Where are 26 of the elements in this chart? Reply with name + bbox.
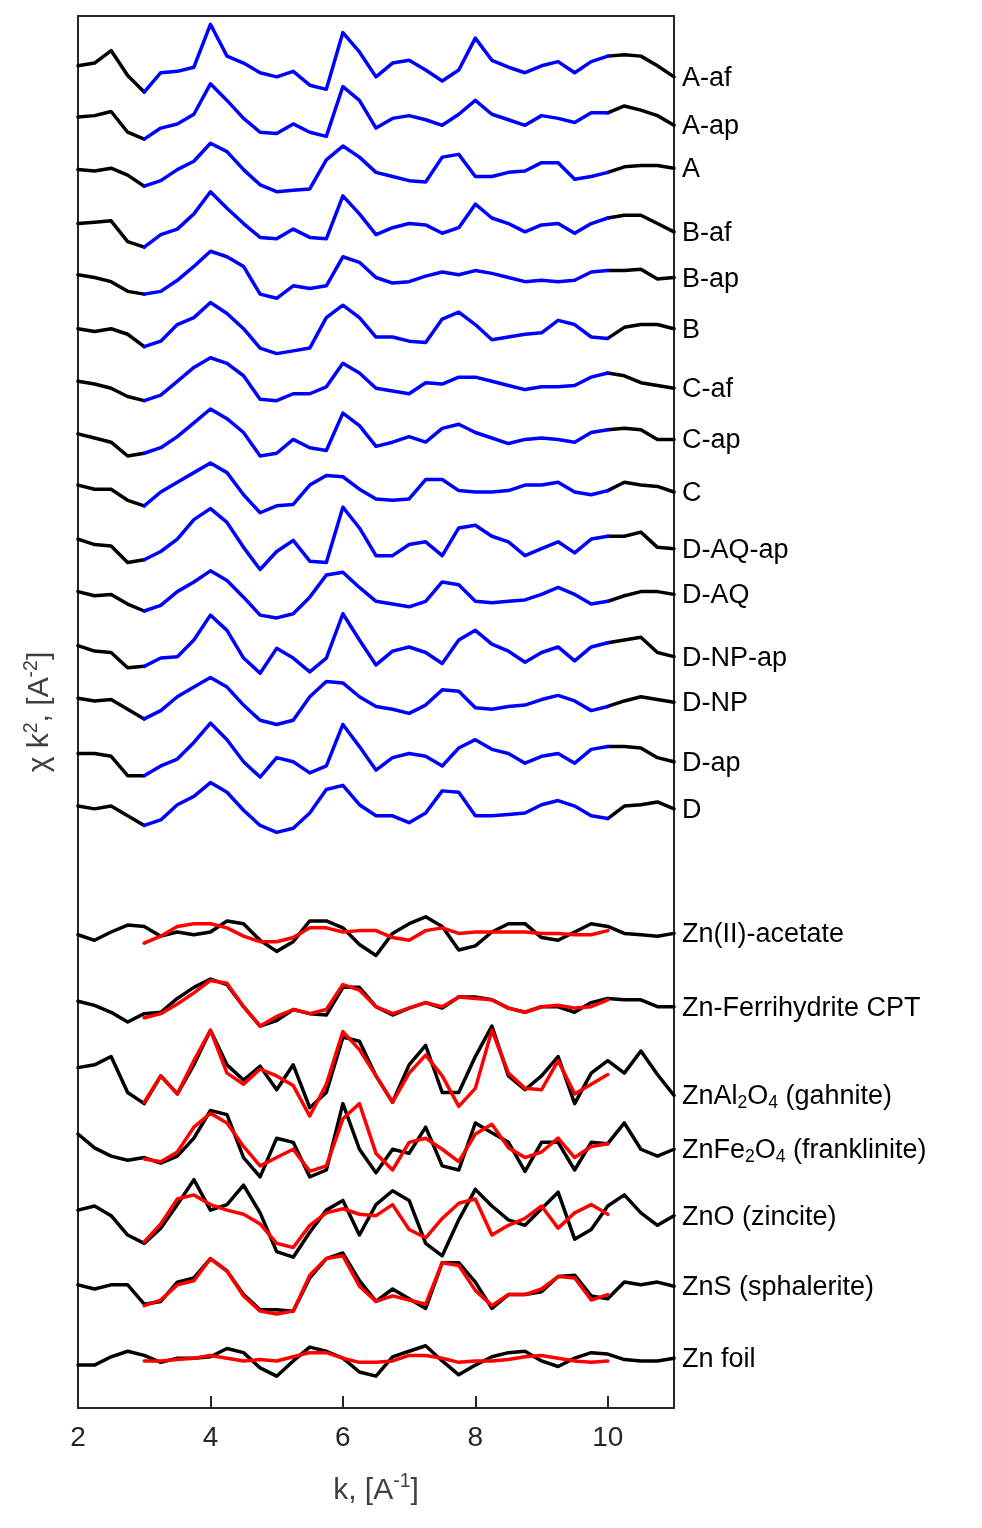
series-label: D-NP bbox=[682, 687, 748, 718]
series-label: Zn-Ferrihydrite CPT bbox=[682, 991, 921, 1022]
series-label: D-ap bbox=[682, 746, 741, 777]
series-label: ZnS (sphalerite) bbox=[682, 1271, 875, 1302]
series-label: B bbox=[682, 313, 701, 344]
series-label: D-AQ-ap bbox=[682, 533, 789, 564]
x-tick-label: 10 bbox=[592, 1420, 624, 1452]
series-label: ZnO (zincite) bbox=[682, 1200, 837, 1231]
series-label: A bbox=[682, 153, 701, 184]
x-tick-label: 4 bbox=[202, 1420, 219, 1452]
y-axis-title: χ k2, [A-2] bbox=[18, 651, 55, 773]
series-label: A-af bbox=[682, 61, 733, 92]
series-label: Zn foil bbox=[682, 1343, 756, 1374]
series-label: C-ap bbox=[682, 424, 741, 455]
series-label: B-af bbox=[682, 216, 733, 247]
series-label: A-ap bbox=[682, 110, 740, 141]
x-tick-label: 8 bbox=[467, 1420, 484, 1452]
series-label: D-NP-ap bbox=[682, 641, 788, 672]
x-tick-label: 2 bbox=[70, 1420, 86, 1452]
series-label: Zn(II)-acetate bbox=[682, 918, 845, 949]
series-label: C bbox=[682, 476, 702, 507]
series-label: D-AQ bbox=[682, 579, 750, 610]
x-tick-label: 6 bbox=[335, 1420, 351, 1452]
series-label: D bbox=[682, 793, 702, 824]
series-label: C-af bbox=[682, 373, 734, 404]
series-label: B-ap bbox=[682, 262, 740, 293]
